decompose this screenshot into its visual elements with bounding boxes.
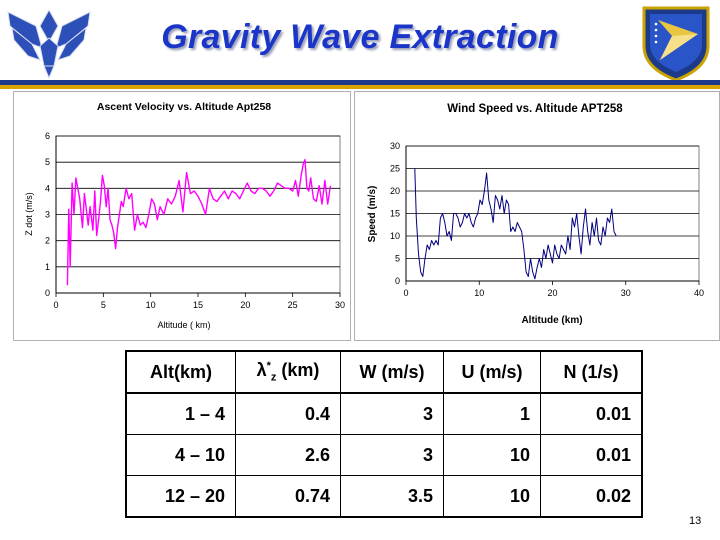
table-cell: 2.6 (235, 434, 341, 476)
lambda-superscript: * (266, 360, 271, 373)
y-tick-label: 3 (45, 210, 50, 220)
y-tick-label: 2 (45, 236, 50, 246)
lambda-symbol: λ (256, 360, 267, 381)
header-divider-gold (0, 85, 720, 89)
x-tick-label: 30 (335, 300, 345, 310)
wind-speed-plot: Wind Speed vs. Altitude APT258 Altitude … (367, 103, 704, 326)
y-tick-label: 0 (45, 288, 50, 298)
table-header: U (m/s) (443, 350, 541, 394)
x-tick-label: 25 (288, 300, 298, 310)
ascent-velocity-chart: Ascent Velocity vs. Altitude Apt258 Alti… (13, 91, 351, 341)
table-cell: 10 (443, 475, 541, 518)
ascent-velocity-plot: Ascent Velocity vs. Altitude Apt258 Alti… (24, 101, 345, 330)
x-axis-label: Altitude ( km) (157, 320, 210, 330)
table-header: N (1/s) (540, 350, 643, 394)
table-header: W (m/s) (340, 350, 444, 394)
x-tick-label: 20 (240, 300, 250, 310)
table-cell: 3 (340, 392, 444, 435)
table-cell: 0.01 (540, 434, 643, 476)
x-tick-label: 10 (146, 300, 156, 310)
y-tick-label: 15 (390, 209, 400, 219)
y-tick-label: 1 (45, 262, 50, 272)
afrl-shield-logo (636, 2, 716, 82)
chart-title: Ascent Velocity vs. Altitude Apt258 (97, 101, 271, 113)
table-cell: 4 – 10 (125, 434, 236, 476)
lambda-unit: (km) (276, 360, 320, 381)
table-cell: 3.5 (340, 475, 444, 518)
air-force-wings-logo (6, 4, 92, 80)
y-tick-label: 5 (395, 254, 400, 264)
chart-title: Wind Speed vs. Altitude APT258 (447, 103, 623, 115)
slide-title: Gravity Wave Extraction (161, 18, 559, 56)
table-cell: 0.4 (235, 392, 341, 435)
y-tick-label: 20 (390, 186, 400, 196)
x-tick-label: 20 (547, 288, 557, 298)
x-axis-label: Altitude (km) (521, 315, 582, 326)
x-tick-label: 10 (474, 288, 484, 298)
wave-parameters-table: Alt(km) λ*z (km) W (m/s) U (m/s) N (1/s)… (125, 350, 643, 518)
page-number: 13 (689, 515, 702, 527)
table-cell: 10 (443, 434, 541, 476)
table-row: 1 – 4 0.4 3 1 0.01 (125, 392, 643, 435)
x-tick-label: 0 (403, 288, 408, 298)
lambda-subscript: z (270, 371, 277, 384)
y-tick-label: 5 (45, 157, 50, 167)
table-cell: 3 (340, 434, 444, 476)
table-cell: 0.02 (540, 475, 643, 518)
table-cell: 12 – 20 (125, 475, 236, 518)
table-header: Alt(km) (125, 350, 236, 394)
y-tick-label: 10 (390, 231, 400, 241)
x-tick-label: 30 (621, 288, 631, 298)
y-tick-label: 4 (45, 183, 50, 193)
wind-speed-chart: Wind Speed vs. Altitude APT258 Altitude … (354, 91, 720, 341)
table-header: λ*z (km) (235, 350, 341, 394)
series-line (414, 168, 617, 280)
y-axis-label: Z dot (m/s) (24, 192, 34, 236)
y-axis-label: Speed (m/s) (367, 186, 378, 243)
header-divider-blue (0, 80, 720, 85)
table-cell: 0.01 (540, 392, 643, 435)
table-cell: 0.74 (235, 475, 341, 518)
series-line (66, 158, 332, 286)
y-tick-label: 25 (390, 164, 400, 174)
y-tick-label: 0 (395, 276, 400, 286)
x-tick-label: 15 (193, 300, 203, 310)
x-tick-label: 5 (101, 300, 106, 310)
y-tick-label: 30 (390, 141, 400, 151)
table-row: 12 – 20 0.74 3.5 10 0.02 (125, 475, 643, 518)
x-tick-label: 0 (53, 300, 58, 310)
x-tick-label: 40 (694, 288, 704, 298)
table-row: 4 – 10 2.6 3 10 0.01 (125, 434, 643, 476)
table-cell: 1 (443, 392, 541, 435)
table-cell: 1 – 4 (125, 392, 236, 435)
y-tick-label: 6 (45, 131, 50, 141)
table-header-row: Alt(km) λ*z (km) W (m/s) U (m/s) N (1/s) (125, 350, 643, 394)
